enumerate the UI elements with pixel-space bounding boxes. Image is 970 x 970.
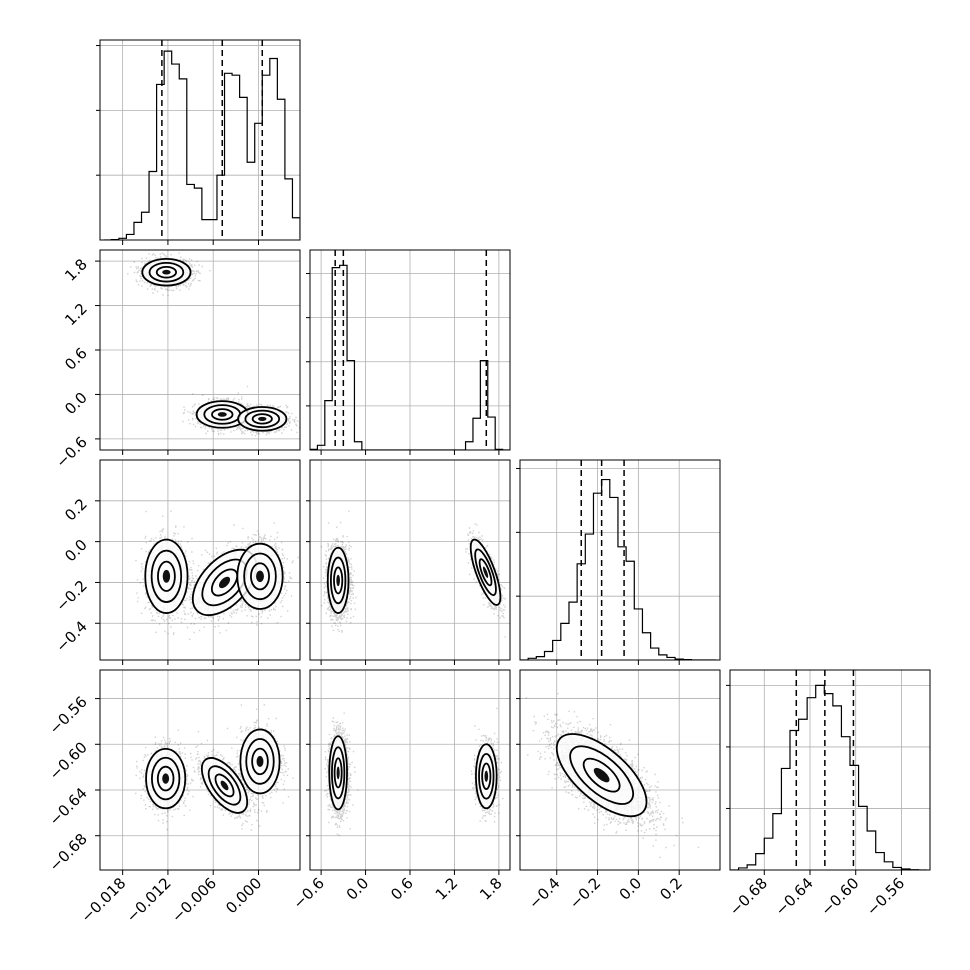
panel-frame — [519, 459, 721, 661]
scatter-panel — [99, 459, 301, 661]
density-peak — [593, 767, 610, 783]
histogram-panel — [306, 249, 511, 451]
x-tick-label: 0.0 — [343, 874, 373, 904]
y-tick-label: −0.60 — [46, 738, 91, 783]
density-peak — [218, 576, 231, 589]
y-tick-label: −0.2 — [52, 577, 90, 615]
panel-frame — [99, 459, 301, 661]
x-tick-label: −0.006 — [168, 874, 220, 926]
density-peak — [336, 766, 340, 780]
density-peak — [162, 569, 171, 583]
x-tick-label: −0.68 — [726, 874, 771, 919]
x-tick-label: −0.56 — [863, 874, 908, 919]
panel-frame — [99, 39, 301, 241]
y-tick-label: −0.68 — [46, 830, 91, 875]
density-peak — [482, 566, 489, 578]
y-tick-label: −0.4 — [52, 617, 90, 655]
histogram-step — [730, 684, 928, 870]
histogram-step — [310, 264, 510, 450]
scatter-panel — [516, 669, 721, 871]
x-tick-label: −0.6 — [289, 874, 327, 912]
density-peak — [256, 570, 264, 583]
density-peak — [220, 780, 229, 791]
y-tick-label: 1.2 — [61, 300, 91, 330]
scatter-panel — [99, 249, 301, 451]
x-tick-label: −0.018 — [77, 874, 129, 926]
x-tick-label: −0.4 — [525, 874, 563, 912]
density-peak — [217, 412, 227, 417]
scatter-panel — [99, 669, 301, 871]
y-tick-label: 1.8 — [61, 255, 91, 285]
x-tick-label: 1.8 — [476, 874, 506, 904]
x-tick-label: 0.000 — [222, 874, 265, 917]
density-peak — [484, 770, 489, 782]
histogram-step — [103, 50, 300, 240]
x-tick-label: 0.0 — [616, 874, 646, 904]
y-tick-label: −0.56 — [46, 693, 91, 738]
histogram-panel — [726, 669, 931, 871]
histogram-panel — [96, 39, 301, 241]
density-peak — [258, 416, 267, 421]
x-tick-label: −0.2 — [566, 874, 604, 912]
x-tick-label: −0.012 — [123, 874, 175, 926]
y-tick-label: 0.0 — [61, 536, 91, 566]
panel-frame — [519, 669, 721, 871]
density-peak — [162, 269, 171, 275]
x-tick-label: −0.60 — [817, 874, 862, 919]
scatter-panel — [306, 669, 511, 871]
x-tick-label: 0.6 — [387, 874, 417, 904]
density-peak — [256, 755, 264, 768]
y-tick-label: −0.6 — [52, 433, 90, 471]
density-peak — [162, 773, 170, 784]
x-tick-label: 0.2 — [656, 874, 686, 904]
panel-frame — [99, 669, 301, 871]
y-tick-label: 0.2 — [61, 495, 91, 525]
y-tick-label: 0.6 — [61, 344, 91, 374]
scatter-panel — [306, 459, 511, 661]
density-peak — [336, 574, 340, 587]
panel-frame — [729, 669, 931, 871]
x-tick-label: −0.64 — [772, 874, 817, 919]
histogram-step — [520, 478, 716, 660]
histogram-panel — [516, 459, 721, 661]
y-tick-label: 0.0 — [61, 389, 91, 419]
y-tick-label: −0.64 — [46, 784, 91, 829]
x-tick-label: 1.2 — [432, 874, 462, 904]
